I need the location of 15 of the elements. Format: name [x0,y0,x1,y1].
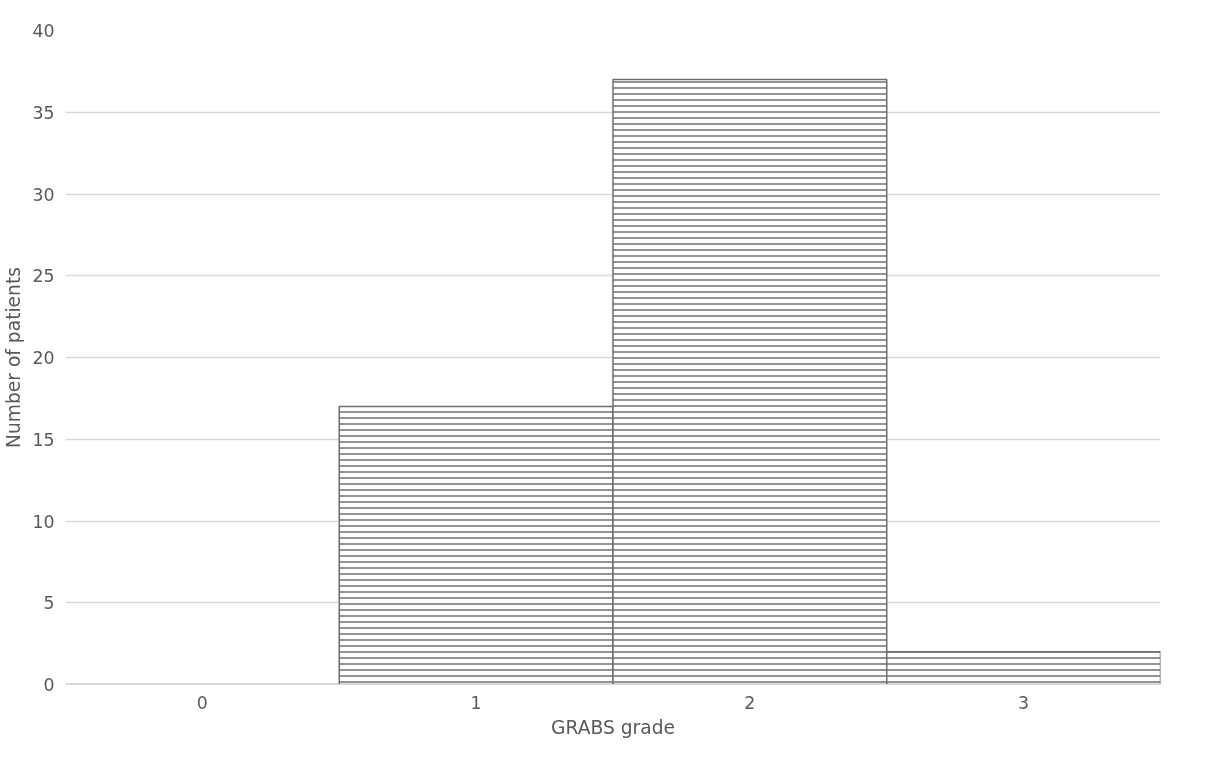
y-tick-label: 40 [32,21,55,41]
y-tick-label: 10 [32,511,55,532]
y-tick-label: 25 [32,266,55,287]
y-axis-title: Number of patients [3,267,25,448]
y-tick-label: 30 [32,184,55,205]
x-tick-label: 3 [1018,692,1030,713]
x-tick-label: 2 [744,692,756,713]
y-tick-label: 20 [32,348,55,368]
y-tick-label: 35 [32,102,55,123]
x-tick-label: 0 [196,692,208,713]
y-tick-label: 5 [43,593,55,614]
x-axis-title: GRABS grade [551,716,675,738]
y-tick-label: 15 [32,429,55,450]
y-tick-label: 0 [43,675,55,695]
x-tick-label: 1 [470,692,482,713]
